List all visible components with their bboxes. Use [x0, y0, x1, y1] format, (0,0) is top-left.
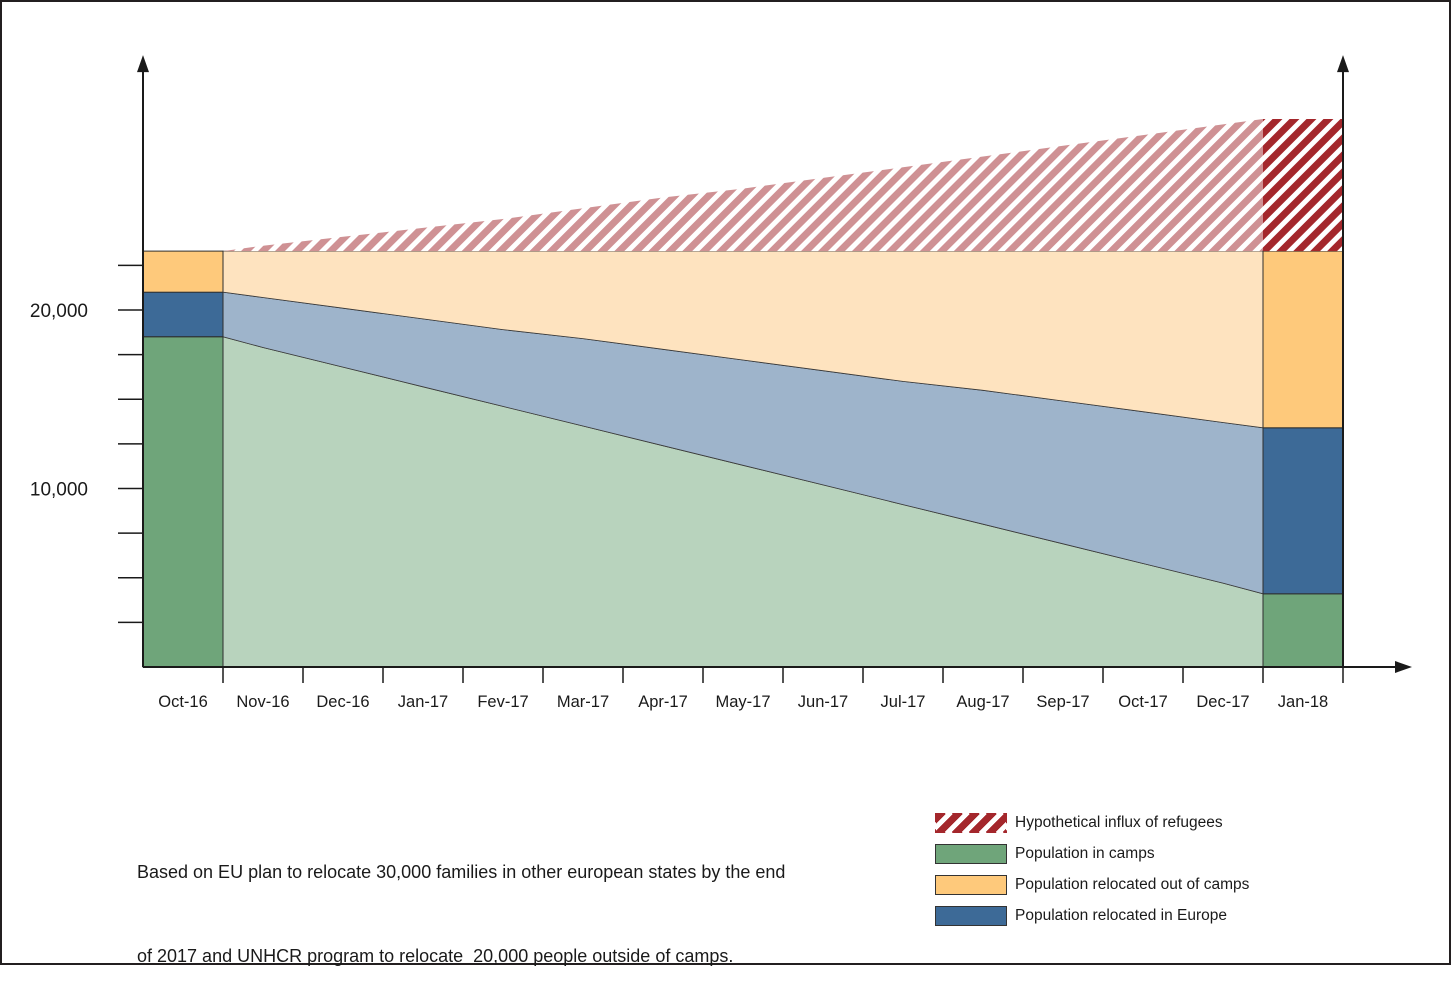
legend: Hypothetical influx of refugees Populati… [935, 813, 1249, 937]
legend-swatch-camps [935, 844, 1007, 864]
legend-item-out-of-camps: Population relocated out of camps [935, 875, 1249, 895]
legend-item-influx: Hypothetical influx of refugees [935, 813, 1249, 833]
x-tick-label: Jan-17 [398, 693, 448, 711]
legend-label: Population relocated out of camps [1015, 876, 1250, 893]
legend-swatch-out-of-camps [935, 875, 1007, 895]
x-tick-label: Oct-16 [158, 693, 208, 711]
x-tick-label: Jun-17 [798, 693, 848, 711]
bar-population-in-camps-oct-16 [142, 336, 224, 668]
note-line: Based on EU plan to relocate 30,000 fami… [137, 862, 786, 882]
x-axis-arrow-icon [1395, 661, 1412, 673]
chart: Oct-16 Nov-16 Dec-16 Jan-17 Fev-17 Mar-17 Apr-… [30, 55, 1412, 711]
x-tick-label: Oct-17 [1118, 693, 1168, 711]
x-tick-label: Jan-18 [1278, 693, 1328, 711]
x-tick-label: Sep-17 [1036, 693, 1089, 711]
legend-item-camps: Population in camps [935, 844, 1249, 864]
legend-item-europe: Population relocated in Europe [935, 906, 1249, 926]
x-tick-label: Apr-17 [638, 693, 688, 711]
bar-population-relocated-in-europe-oct-16 [142, 291, 224, 338]
x-tick-label: Jul-17 [881, 693, 926, 711]
y-axis-left-arrow-icon [137, 55, 149, 73]
area-layer [222, 119, 1264, 668]
tick-labels: Oct-16 Nov-16 Dec-16 Jan-17 Fev-17 Mar-17 Apr-… [30, 301, 1328, 711]
y-tick-label: 20,000 [30, 301, 88, 322]
bar-population-relocated-in-europe-jan-18 [1262, 427, 1344, 595]
bar-population-in-camps-jan-18 [1262, 593, 1344, 668]
chart-note: Based on EU plan to relocate 30,000 fami… [137, 802, 785, 998]
area-hypothetical-influx-of-refugees [223, 119, 1263, 252]
x-tick-label: Mar-17 [557, 693, 609, 711]
legend-label: Population relocated in Europe [1015, 907, 1227, 924]
x-tick-label: Aug-17 [956, 693, 1009, 711]
legend-swatch-influx [935, 813, 1007, 833]
bar-population-relocated-out-of-camps-oct-16 [142, 250, 224, 293]
axes [118, 55, 1412, 683]
bar-hypothetical-influx-of-refugees-jan-18 [1263, 119, 1343, 252]
x-tick-label: May-17 [715, 693, 770, 711]
y-tick-label: 10,000 [30, 480, 88, 501]
y-axis-right-arrow-icon [1337, 55, 1349, 73]
x-tick-label: Dec-16 [316, 693, 369, 711]
legend-label: Population in camps [1015, 845, 1155, 862]
x-tick-label: Dec-17 [1196, 693, 1249, 711]
legend-label: Hypothetical influx of refugees [1015, 814, 1223, 831]
x-tick-label: Nov-16 [236, 693, 289, 711]
note-line: of 2017 and UNHCR program to relocate 20… [137, 946, 734, 966]
bar-population-relocated-out-of-camps-jan-18 [1262, 250, 1344, 429]
legend-swatch-europe [935, 906, 1007, 926]
x-tick-label: Fev-17 [477, 693, 528, 711]
